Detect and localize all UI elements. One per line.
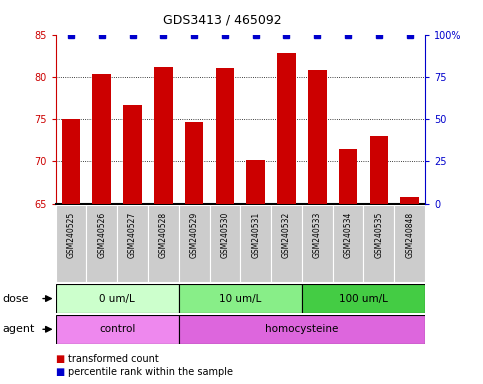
Text: GSM240526: GSM240526	[97, 212, 106, 258]
Bar	[185, 122, 203, 204]
Text: 10 um/L: 10 um/L	[219, 293, 261, 304]
Bar	[179, 315, 425, 344]
Text: GSM240530: GSM240530	[220, 212, 229, 258]
Bar	[302, 205, 333, 282]
Bar	[148, 205, 179, 282]
Text: percentile rank within the sample: percentile rank within the sample	[68, 367, 233, 377]
Bar	[179, 205, 210, 282]
Bar	[400, 197, 419, 204]
Bar	[210, 205, 240, 282]
Text: GSM240527: GSM240527	[128, 212, 137, 258]
Bar	[179, 284, 302, 313]
Text: control: control	[99, 324, 135, 334]
Bar	[339, 149, 357, 204]
Bar	[246, 160, 265, 204]
Text: homocysteine: homocysteine	[265, 324, 339, 334]
Text: transformed count: transformed count	[68, 354, 158, 364]
Text: ■: ■	[56, 354, 65, 364]
Bar	[302, 284, 425, 313]
Bar	[277, 53, 296, 204]
Bar	[154, 67, 172, 204]
Bar	[215, 68, 234, 204]
Bar	[240, 205, 271, 282]
Bar	[394, 205, 425, 282]
Text: dose: dose	[2, 294, 29, 304]
Bar	[123, 105, 142, 204]
Bar	[333, 205, 364, 282]
Text: 100 um/L: 100 um/L	[339, 293, 388, 304]
Bar	[271, 205, 302, 282]
Bar	[364, 205, 394, 282]
Text: GDS3413 / 465092: GDS3413 / 465092	[162, 13, 281, 26]
Text: GSM240528: GSM240528	[159, 212, 168, 258]
Text: GSM240535: GSM240535	[374, 212, 384, 258]
Text: GSM240534: GSM240534	[343, 212, 353, 258]
Bar	[62, 119, 80, 204]
Text: GSM240532: GSM240532	[282, 212, 291, 258]
Bar	[92, 74, 111, 204]
Text: GSM240525: GSM240525	[67, 212, 75, 258]
Bar	[56, 315, 179, 344]
Text: 0 um/L: 0 um/L	[99, 293, 135, 304]
Text: GSM240848: GSM240848	[405, 212, 414, 258]
Bar	[369, 136, 388, 204]
Text: ■: ■	[56, 367, 65, 377]
Bar	[56, 205, 86, 282]
Bar	[117, 205, 148, 282]
Text: GSM240533: GSM240533	[313, 212, 322, 258]
Text: GSM240529: GSM240529	[190, 212, 199, 258]
Bar	[86, 205, 117, 282]
Text: agent: agent	[2, 324, 35, 334]
Text: GSM240531: GSM240531	[251, 212, 260, 258]
Bar	[308, 70, 327, 204]
Bar	[56, 284, 179, 313]
